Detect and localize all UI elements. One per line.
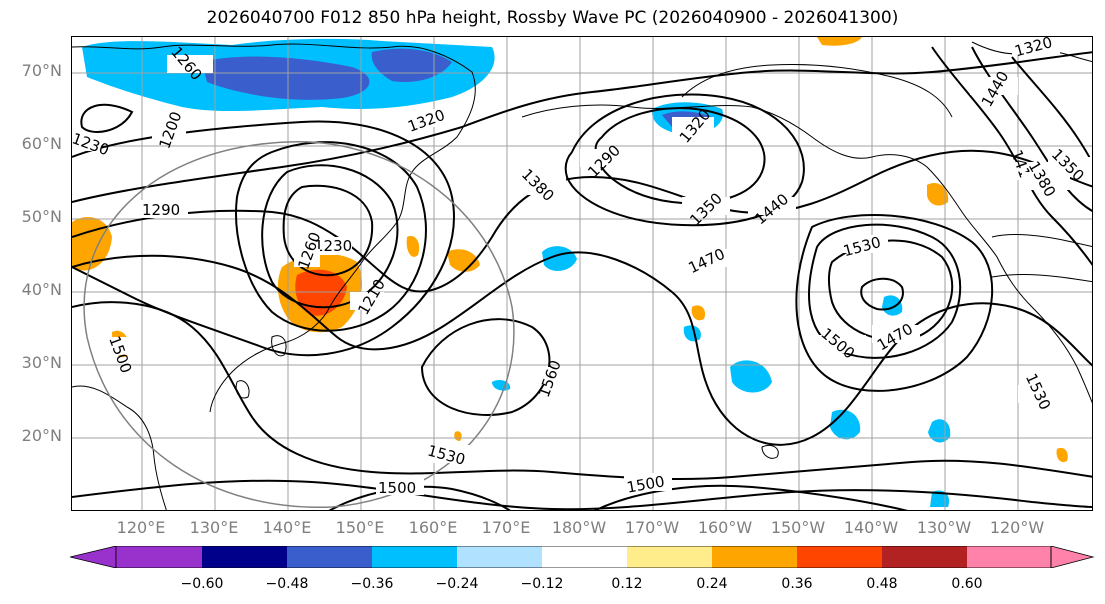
lon-label-170e: 170°E — [481, 518, 531, 537]
lon-label-160e: 160°E — [408, 518, 458, 537]
anomaly-region — [830, 409, 861, 440]
negative-anomaly-regions — [82, 38, 951, 507]
coastline — [72, 43, 476, 223]
colorbar-under-arrow — [69, 545, 117, 569]
height-contour — [593, 484, 908, 510]
colorbar-segment — [372, 546, 457, 568]
lon-label-140w: 140°W — [843, 518, 899, 537]
anomaly-region — [454, 431, 462, 441]
colorbar-segment — [542, 546, 627, 568]
contour-label: 1500 — [378, 479, 416, 497]
colorbar-segment — [627, 546, 712, 568]
anomaly-region — [1056, 447, 1068, 463]
lon-label-120e: 120°E — [116, 518, 166, 537]
height-contour — [828, 239, 954, 342]
colorbar-tick: −0.60 — [180, 576, 224, 592]
lon-label-150e: 150°E — [335, 518, 385, 537]
colorbar-tick: 0.24 — [696, 576, 728, 592]
anomaly-region — [371, 48, 452, 83]
contour-label: 1230 — [314, 237, 352, 255]
coastlines — [72, 41, 1092, 510]
lat-label-60n: 60°N — [21, 134, 62, 153]
height-contour — [971, 46, 1092, 212]
lon-label-130e: 130°E — [189, 518, 239, 537]
colorbar-tick: 0.48 — [866, 576, 898, 592]
height-contour — [235, 141, 427, 332]
anomaly-region — [930, 490, 950, 507]
lat-label-30n: 30°N — [21, 353, 62, 372]
lat-label-50n: 50°N — [21, 207, 62, 226]
height-contour — [72, 51, 1092, 203]
anomaly-region — [406, 236, 420, 257]
height-contour — [328, 485, 511, 510]
coastline — [991, 234, 1092, 248]
lon-label-180w: 180°W — [551, 518, 607, 537]
height-contour — [795, 214, 993, 392]
figure-title: 2026040700 F012 850 hPa height, Rossby W… — [206, 8, 899, 28]
reference-circle — [83, 141, 515, 508]
contour-label: 1470 — [874, 320, 916, 355]
height-contour — [72, 479, 1092, 510]
colorbar-segment — [797, 546, 882, 568]
height-contour — [72, 149, 1092, 293]
lon-label-170w: 170°W — [624, 518, 680, 537]
colorbar-segment — [202, 546, 287, 568]
colorbar-segment — [712, 546, 797, 568]
colorbar — [69, 545, 1095, 572]
lat-label-70n: 70°N — [21, 61, 62, 80]
height-contour — [860, 277, 904, 311]
colorbar-tick: −0.36 — [350, 576, 394, 592]
anomaly-region — [72, 217, 112, 271]
lon-label-150w: 150°W — [770, 518, 826, 537]
anomaly-region — [882, 295, 903, 316]
anomaly-region — [817, 37, 862, 46]
anomaly-region — [295, 269, 347, 316]
anomaly-region — [202, 56, 370, 100]
map-panel: 1200 1230 1260 1290 1320 1320 1290 1230 … — [71, 36, 1093, 511]
coastline — [991, 274, 1092, 283]
height-contour — [808, 223, 962, 359]
anomaly-region — [730, 360, 772, 393]
colorbar-tick: 0.12 — [611, 576, 643, 592]
lon-label-130w: 130°W — [916, 518, 972, 537]
colorbar-tick: −0.24 — [435, 576, 479, 592]
height-contour — [72, 301, 1092, 481]
lat-label-20n: 20°N — [21, 426, 62, 445]
colorbar-tick: −0.12 — [520, 576, 564, 592]
anomaly-region — [928, 419, 951, 443]
height-contour — [80, 103, 134, 133]
lat-label-40n: 40°N — [21, 280, 62, 299]
lon-label-160w: 160°W — [697, 518, 753, 537]
coastline — [871, 154, 1092, 404]
coastline — [681, 64, 953, 118]
lon-label-120w: 120°W — [989, 518, 1045, 537]
colorbar-segment — [967, 546, 1051, 568]
coastline — [761, 444, 779, 459]
colorbar-segment — [287, 546, 372, 568]
colorbar-over-arrow — [1050, 545, 1095, 569]
anomaly-region — [447, 249, 480, 272]
coastline — [209, 221, 398, 413]
height-contour — [72, 251, 1092, 446]
anomaly-region — [683, 325, 701, 342]
anomaly-region — [927, 182, 949, 206]
colorbar-segment — [116, 546, 202, 568]
contour-label: 1320 — [1013, 37, 1055, 60]
coastline — [521, 104, 873, 159]
coastline — [271, 335, 287, 357]
colorbar-tick: 0.60 — [951, 576, 983, 592]
height-contour — [282, 184, 374, 277]
lon-label-140e: 140°E — [262, 518, 312, 537]
colorbar-segment — [882, 546, 967, 568]
anomaly-region — [691, 305, 706, 321]
colorbar-segment — [457, 546, 542, 568]
colorbar-tick: 0.36 — [781, 576, 813, 592]
contour-label: 1290 — [142, 201, 180, 219]
map-canvas: 1200 1230 1260 1290 1320 1320 1290 1230 … — [72, 37, 1092, 510]
colorbar-tick: −0.48 — [265, 576, 309, 592]
coastline — [235, 380, 250, 399]
